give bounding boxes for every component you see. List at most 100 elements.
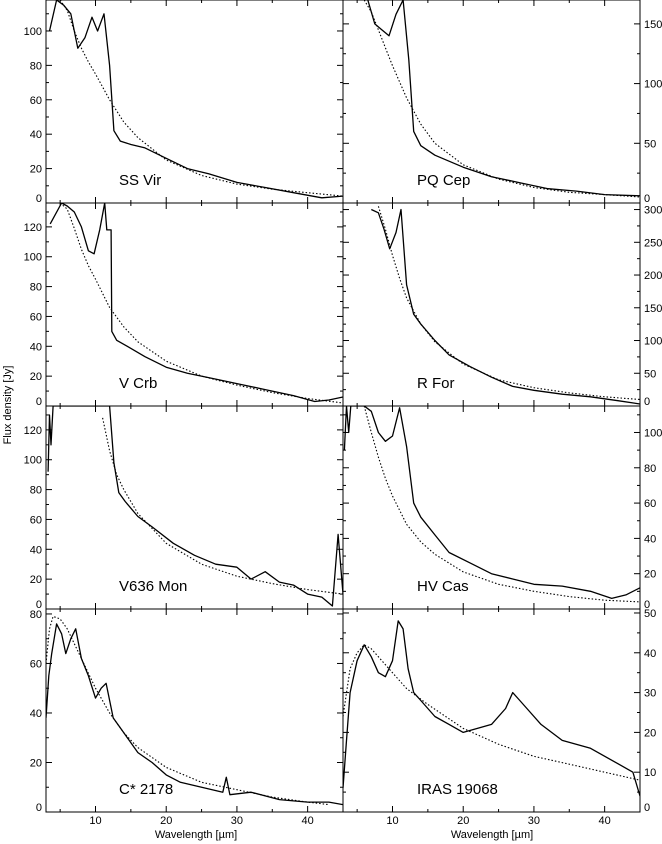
- y-tick-label-5-100: 100: [644, 427, 662, 439]
- x-tick-label-6-40: 40: [302, 815, 314, 827]
- x-tick-label-6-30: 30: [231, 815, 243, 827]
- y-tick-label-2-0: 0: [36, 396, 42, 408]
- y-tick-label-7-20: 20: [644, 727, 656, 739]
- model-fit-line-1: [363, 0, 640, 198]
- panel-title-2: V Crb: [119, 375, 157, 392]
- y-tick-label-4-80: 80: [30, 485, 42, 497]
- y-axis-title: Flux density [Jy]: [2, 366, 14, 445]
- y-tick-label-4-100: 100: [24, 455, 42, 467]
- panel-title-4: V636 Mon: [119, 578, 187, 595]
- y-tick-label-3-150: 150: [644, 303, 662, 315]
- y-tick-label-2-80: 80: [30, 282, 42, 294]
- panel-title-7: IRAS 19068: [417, 781, 498, 798]
- x-tick-label-7-40: 40: [599, 815, 611, 827]
- observed-spectrum-line-3: [371, 208, 640, 405]
- panel-frame-5: [342, 405, 641, 610]
- y-tick-label-5-80: 80: [644, 463, 656, 475]
- y-tick-label-1-100: 100: [644, 79, 662, 91]
- y-tick-label-3-0: 0: [644, 396, 650, 408]
- panel-6: 10 20 30 40 0 20 40 60 80 C* 2178: [30, 608, 344, 827]
- y-tick-label-0-60: 60: [30, 95, 42, 107]
- x-tick-label-7-10: 10: [386, 815, 398, 827]
- y-tick-label-2-100: 100: [24, 252, 42, 264]
- y-tick-label-6-60: 60: [30, 658, 42, 670]
- model-fit-line-3: [377, 206, 640, 401]
- model-fit-line-2: [59, 203, 343, 404]
- y-tick-label-7-30: 30: [644, 688, 656, 700]
- y-tick-label-4-60: 60: [30, 514, 42, 526]
- x-tick-label-6-20: 20: [160, 815, 172, 827]
- panel-title-5: HV Cas: [417, 578, 469, 595]
- panel-frame-2: [45, 202, 344, 407]
- y-tick-label-3-200: 200: [644, 270, 662, 282]
- y-tick-label-3-250: 250: [644, 237, 662, 249]
- y-tick-label-5-60: 60: [644, 498, 656, 510]
- y-tick-label-2-40: 40: [30, 341, 42, 353]
- x-tick-label-6-10: 10: [89, 815, 101, 827]
- y-tick-label-3-50: 50: [644, 368, 656, 380]
- y-tick-label-5-20: 20: [644, 569, 656, 581]
- y-tick-label-7-40: 40: [644, 648, 656, 660]
- y-tick-label-3-100: 100: [644, 336, 662, 348]
- y-tick-label-4-0: 0: [36, 599, 42, 611]
- y-tick-label-5-40: 40: [644, 533, 656, 545]
- panel-title-0: SS Vir: [119, 172, 161, 189]
- y-tick-label-6-0: 0: [36, 802, 42, 814]
- y-tick-label-0-80: 80: [30, 60, 42, 72]
- x-tick-label-7-20: 20: [457, 815, 469, 827]
- model-fit-line-6: [46, 615, 329, 806]
- y-tick-label-7-0: 0: [644, 802, 650, 814]
- y-tick-label-4-20: 20: [30, 574, 42, 586]
- y-tick-label-0-20: 20: [30, 164, 42, 176]
- x-tick-label-7-30: 30: [528, 815, 540, 827]
- model-fit-line-7: [343, 644, 640, 781]
- y-tick-label-5-0: 0: [644, 599, 650, 611]
- y-tick-label-1-50: 50: [644, 138, 656, 150]
- observed-spectrum-line-0: [48, 0, 343, 199]
- y-tick-label-4-40: 40: [30, 544, 42, 556]
- observed-spectrum-line-7: [343, 620, 640, 797]
- panel-title-6: C* 2178: [119, 781, 173, 798]
- x-axis-title-left: Wavelength [µm]: [155, 829, 237, 841]
- panel-title-3: R For: [417, 375, 455, 392]
- panel-3: 0 50 100 150 200 250 300 R For: [342, 202, 662, 408]
- x-axis-title-right: Wavelength [µm]: [451, 829, 533, 841]
- panel-frame-3: [342, 202, 641, 407]
- panel-frame-4: [45, 405, 344, 610]
- observed-spectrum-line-5: [343, 406, 640, 600]
- observed-spectrum-line-1: [367, 0, 640, 197]
- panel-frame-0: [45, 0, 344, 204]
- y-tick-label-7-10: 10: [644, 767, 656, 779]
- y-tick-label-0-40: 40: [30, 129, 42, 141]
- model-fit-line-4: [102, 417, 343, 595]
- panel-7: 10 20 30 40 0 10 20 30 40 50 IRAS 19068: [342, 608, 656, 827]
- y-tick-label-6-40: 40: [30, 708, 42, 720]
- observed-spectrum-line-2: [49, 203, 343, 403]
- y-tick-label-2-60: 60: [30, 311, 42, 323]
- panel-frame-7: [342, 608, 641, 813]
- panel-5: 0 20 40 60 80 100 HV Cas: [342, 405, 662, 611]
- y-tick-label-2-20: 20: [30, 371, 42, 383]
- y-tick-label-6-80: 80: [30, 609, 42, 621]
- model-fit-line-0: [59, 0, 343, 197]
- panel-frame-1: [342, 0, 641, 204]
- model-fit-line-5: [363, 406, 640, 603]
- y-tick-label-6-20: 20: [30, 757, 42, 769]
- y-tick-label-1-0: 0: [644, 193, 650, 205]
- observed-spectrum-line-6: [46, 623, 343, 806]
- y-tick-label-2-120: 120: [24, 222, 42, 234]
- y-tick-label-7-50: 50: [644, 608, 656, 620]
- y-tick-label-0-0: 0: [36, 193, 42, 205]
- panel-0: 0 20 40 60 80 100 SS Vir: [24, 0, 344, 205]
- y-tick-label-4-120: 120: [24, 425, 42, 437]
- y-tick-label-1-150: 150: [644, 19, 662, 31]
- panel-1: 0 50 100 150 PQ Cep: [342, 0, 662, 205]
- panel-2: 0 20 40 60 80 100 120 V Crb: [24, 202, 344, 408]
- y-tick-label-3-300: 300: [644, 205, 662, 217]
- observed-spectrum-line-4: [47, 406, 343, 607]
- panel-frame-6: [45, 608, 344, 813]
- y-tick-label-0-100: 100: [24, 26, 42, 38]
- panel-title-1: PQ Cep: [417, 172, 470, 189]
